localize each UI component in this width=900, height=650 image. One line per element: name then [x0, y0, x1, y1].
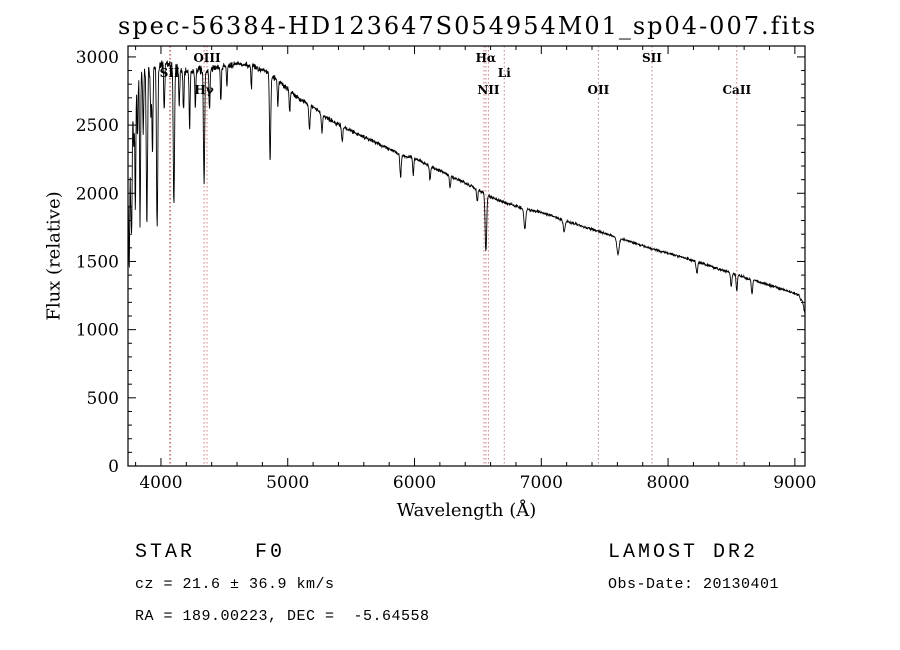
y-tick-label: 2000 [76, 184, 119, 204]
cz-value: cz = 21.6 ± 36.9 km/s [135, 576, 335, 593]
spectral-line-label: SII [642, 51, 662, 65]
y-axis-label: Flux (relative) [43, 191, 65, 321]
y-tick-label: 0 [108, 457, 119, 477]
x-axis-label: Wavelength (Å) [396, 500, 537, 521]
object-class-label: STAR F0 [135, 541, 286, 564]
ra-dec: RA = 189.00223, DEC = -5.64558 [135, 608, 430, 625]
survey-label: LAMOST DR2 [608, 541, 759, 564]
spectrum-trace [127, 60, 806, 314]
spectral-line-label: CaII [723, 83, 752, 97]
spectral-line-label: OII [588, 83, 610, 97]
x-tick-label: 9000 [773, 473, 816, 493]
y-tick-label: 500 [87, 389, 119, 409]
y-tick-label: 3000 [76, 48, 119, 68]
spectral-line-label: OIII [193, 51, 221, 65]
x-tick-label: 5000 [266, 473, 309, 493]
obs-date: Obs-Date: 20130401 [608, 576, 780, 593]
y-tick-label: 1000 [76, 321, 119, 341]
y-tick-label: 1500 [76, 252, 119, 272]
axes-frame [127, 45, 806, 467]
x-tick-label: 8000 [646, 473, 689, 493]
x-tick-label: 6000 [393, 473, 436, 493]
spectral-line-label: Li [498, 66, 511, 80]
spectral-line-label: Hα [476, 51, 497, 65]
spectral-line-label: NII [477, 83, 500, 97]
x-tick-label: 7000 [520, 473, 563, 493]
spectral-line-label: SII [160, 66, 180, 80]
spectral-line-label: Hγ [194, 83, 213, 97]
x-tick-label: 4000 [139, 473, 182, 493]
plot-title: spec-56384-HD123647S054954M01_sp04-007.f… [118, 12, 818, 40]
y-tick-label: 2500 [76, 116, 119, 136]
